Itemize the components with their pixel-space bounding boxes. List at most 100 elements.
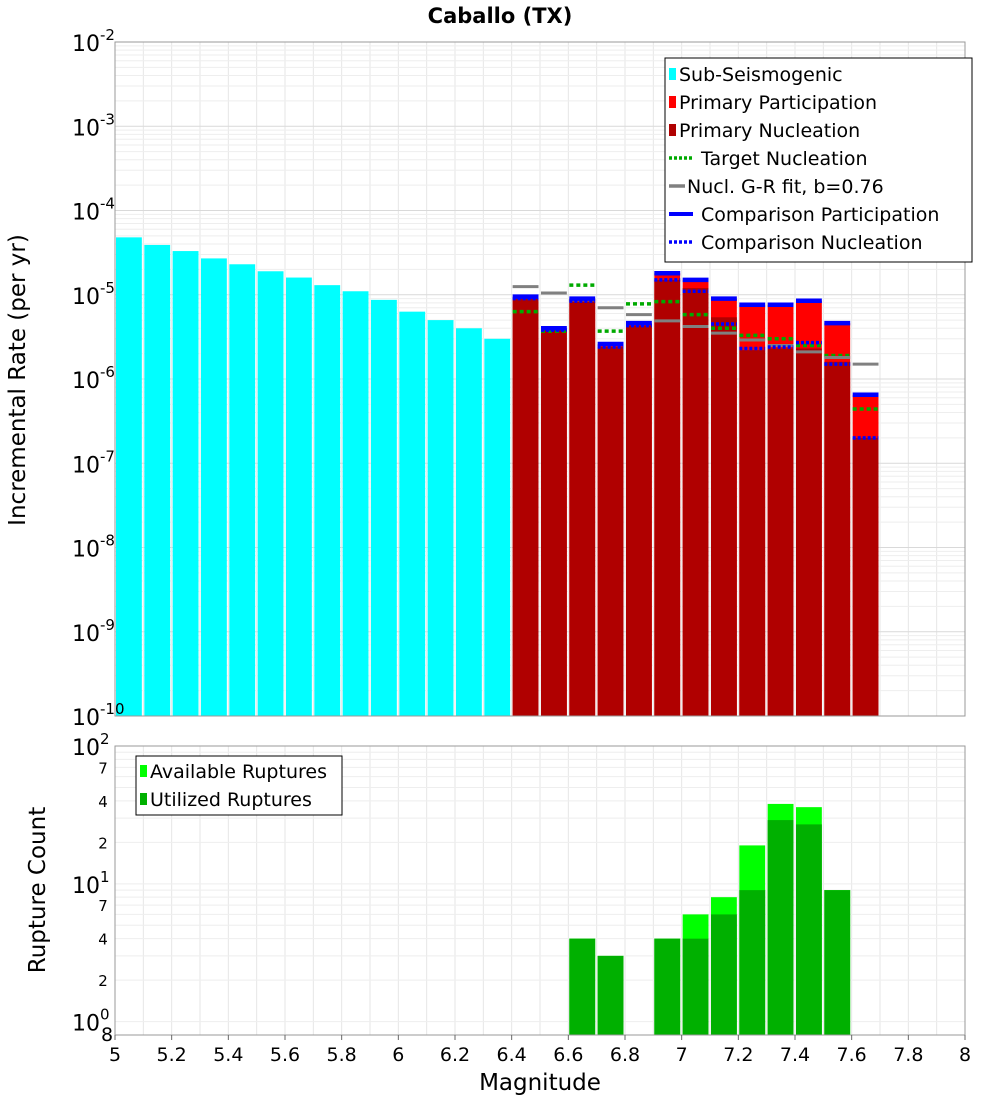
count-y-minor-tick-label: 4	[98, 931, 108, 949]
count-y-minor-tick-label: 4	[98, 793, 108, 811]
legend-swatch-sub-seismogenic	[669, 68, 676, 80]
rate-grid	[114, 42, 966, 717]
bar-sub-seismogenic	[427, 320, 454, 716]
rate-legend: Sub-Seismogenic Primary Participation Prim…	[664, 57, 973, 263]
rate-panel: 10-10 10-9 10-8 10-7 10-6 10-5 10-4 10-3 10-2 In…	[5, 26, 973, 731]
bar-primary-nucleation	[796, 348, 822, 716]
bar-primary-nucleation	[711, 317, 737, 716]
x-tick-label: 6.6	[553, 1044, 583, 1066]
bar-sub-seismogenic	[172, 251, 199, 717]
legend-swatch-utilized-ruptures	[140, 793, 147, 805]
legend-swatch-primary-nucleation	[669, 124, 676, 136]
chart-title: Caballo (TX)	[428, 4, 573, 28]
count-legend-box	[135, 755, 343, 816]
bar-sub-seismogenic	[314, 285, 341, 716]
bar-primary-nucleation	[739, 350, 766, 716]
rate-y-tick-label: 10-8	[72, 532, 115, 563]
rate-bars	[116, 237, 879, 717]
legend-label-utilized-ruptures: Utilized Ruptures	[150, 789, 312, 811]
bar-sub-seismogenic	[286, 277, 312, 716]
bar-primary-nucleation	[767, 348, 794, 716]
bar-primary-nucleation	[852, 437, 879, 716]
legend-label-comparison-nucleation: Comparison Nucleation	[701, 232, 923, 254]
bar-primary-nucleation	[824, 361, 851, 716]
bar-sub-seismogenic	[399, 311, 426, 716]
rate-y-axis-label: Incremental Rate (per yr)	[5, 234, 31, 526]
bar-sub-seismogenic	[144, 244, 171, 716]
count-y-axis-label: Rupture Count	[25, 807, 51, 973]
bar-primary-nucleation	[626, 325, 652, 716]
rate-legend-box	[664, 57, 973, 263]
count-y-minor-tick-label: 2	[98, 834, 108, 852]
count-bars	[569, 803, 851, 1035]
count-plot-frame	[114, 745, 966, 1036]
bar-sub-seismogenic	[229, 264, 256, 716]
bar-primary-nucleation	[569, 301, 596, 716]
legend-label-nucl-g-r-fit-b-0-76: Nucl. G-R fit, b=0.76	[687, 176, 884, 198]
bar-primary-nucleation	[512, 298, 539, 716]
bar-primary-nucleation	[682, 288, 709, 716]
rate-y-tick-label: 10-5	[72, 279, 115, 310]
bar-utilized-ruptures	[824, 890, 851, 1035]
count-y-minor-tick-label: 7	[98, 897, 108, 915]
x-tick-label: 6.8	[610, 1044, 640, 1066]
bar-utilized-ruptures	[796, 824, 822, 1035]
legend-label-primary-participation: Primary Participation	[679, 92, 877, 114]
rate-y-tick-label: 10-4	[72, 195, 115, 226]
rate-y-tick-label: 10-10	[72, 700, 125, 731]
bar-utilized-ruptures	[569, 938, 596, 1035]
x-tick-label: 5	[109, 1044, 121, 1066]
x-tick-label: 7	[676, 1044, 688, 1066]
bar-primary-nucleation	[597, 346, 624, 716]
count-y-minor-tick-label: 2	[98, 972, 108, 990]
count-x-ticks: 5 5.2 5.4 5.6 5.8 6 6.2 6.4 6.6 6.8 7 7.2 7.4 7.6 7.8 8	[109, 1035, 971, 1066]
bar-utilized-ruptures	[711, 914, 737, 1035]
count-legend: Available Ruptures Utilized Ruptures	[135, 755, 343, 816]
rate-y-ticks: 10-10 10-9 10-8 10-7 10-6 10-5 10-4 10-3 10-2	[72, 26, 125, 731]
bar-primary-nucleation	[541, 330, 567, 716]
bar-sub-seismogenic	[456, 328, 482, 716]
bar-sub-seismogenic	[371, 299, 397, 716]
legend-label-primary-nucleation: Primary Nucleation	[679, 120, 860, 142]
bar-utilized-ruptures	[767, 820, 794, 1035]
x-tick-label: 7.6	[837, 1044, 867, 1066]
x-tick-label: 7.2	[723, 1044, 753, 1066]
x-tick-label: 5.8	[327, 1044, 357, 1066]
rate-plot-frame	[114, 41, 966, 717]
rate-y-tick-label: 10-6	[72, 363, 115, 394]
x-tick-label: 6.2	[440, 1044, 470, 1066]
legend-swatch-primary-participation	[669, 96, 676, 108]
bar-primary-nucleation	[654, 279, 681, 716]
count-y-minor-tick-label: 7	[98, 759, 108, 777]
rate-y-tick-label: 10-7	[72, 447, 115, 478]
rate-lines	[512, 270, 879, 440]
bar-sub-seismogenic	[201, 258, 227, 716]
x-axis-label: Magnitude	[479, 1070, 601, 1096]
x-tick-label: 6	[392, 1044, 404, 1066]
rate-y-tick-label: 10-9	[72, 616, 115, 647]
count-y-tick-label: 101	[72, 868, 110, 899]
x-tick-label: 8	[959, 1044, 971, 1066]
x-tick-label: 5.6	[270, 1044, 300, 1066]
bar-sub-seismogenic	[484, 338, 511, 716]
bar-sub-seismogenic	[257, 271, 284, 716]
bar-sub-seismogenic	[116, 237, 142, 717]
x-tick-label: 5.2	[157, 1044, 187, 1066]
legend-label-target-nucleation: Target Nucleation	[700, 148, 868, 170]
legend-label-available-ruptures: Available Ruptures	[150, 761, 327, 783]
x-tick-label: 7.4	[780, 1044, 810, 1066]
bar-utilized-ruptures	[597, 955, 624, 1035]
bar-utilized-ruptures	[739, 890, 766, 1035]
bar-utilized-ruptures	[654, 938, 681, 1035]
x-tick-label: 7.8	[893, 1044, 923, 1066]
x-tick-label: 6.4	[497, 1044, 527, 1066]
legend-label-comparison-participation: Comparison Participation	[701, 204, 939, 226]
count-y-tick-label: 102	[72, 730, 110, 761]
rate-y-tick-label: 10-2	[72, 26, 115, 57]
bar-utilized-ruptures	[682, 938, 709, 1035]
bar-sub-seismogenic	[342, 291, 369, 716]
legend-swatch-available-ruptures	[140, 765, 147, 777]
